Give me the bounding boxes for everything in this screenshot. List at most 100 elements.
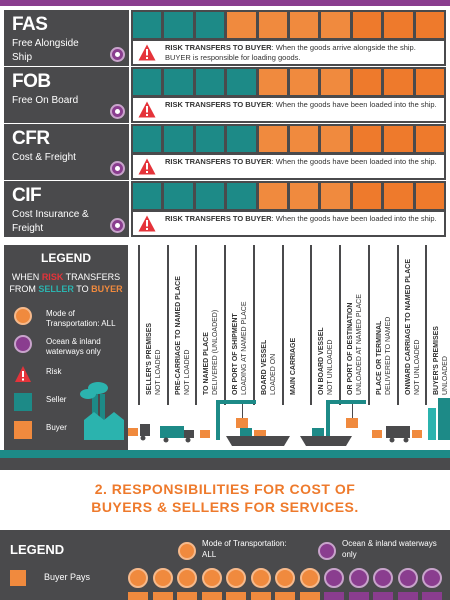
truck-coin-icon: [226, 568, 246, 588]
stage-column: OR PORT OF DESTINATION UNLOADED AT NAMED …: [335, 245, 363, 405]
legend-item-ocean: Ocean & inland waterways only: [14, 335, 124, 356]
legend-item-seller: Seller: [14, 393, 124, 413]
buyer-cell: [290, 12, 319, 38]
cost-term-bar: [373, 592, 393, 600]
warning-icon: [138, 215, 156, 232]
stage-labels: SELLER'S PREMISES NOT LOADED PRE-CARRIAGE …: [130, 245, 449, 450]
stage-divider: [138, 245, 140, 405]
seller-cell: [133, 69, 162, 95]
seller-cell: [164, 126, 193, 152]
ship-coin-icon: [398, 568, 418, 588]
stage-label: PRE-CARRIAGE TO NAMED PLACE NOT LOADED: [175, 276, 191, 395]
incoterm-label: CFR Cost & Freight: [4, 124, 129, 180]
stage-column: ONWARD CARRIAGE TO NAMED PLACE NOT UNLOAD…: [393, 245, 421, 405]
legend-subtitle: WHEN RISK TRANSFERS FROM SELLER TO BUYER: [9, 272, 123, 294]
ship-coin-icon: [373, 568, 393, 588]
stage-divider: [282, 245, 284, 405]
buyer-cell: [290, 126, 319, 152]
stage-divider: [310, 245, 312, 405]
seller-cell: [164, 12, 193, 38]
cost-term-coins: [128, 568, 450, 594]
cost-term-bar: [324, 592, 344, 600]
warning-icon: [138, 101, 156, 118]
buyer-cell: [227, 12, 256, 38]
cost-term-bar: [177, 592, 197, 600]
water-strip: [0, 458, 450, 470]
ship-icon: [226, 428, 290, 446]
incoterm-name: Cost & Freight: [12, 152, 76, 163]
seller-cell: [133, 183, 162, 209]
truck-icon: [160, 426, 210, 443]
cost-term-bar: [349, 592, 369, 600]
cost-term-bar: [251, 592, 271, 600]
stage-column: PLACE OR TERMINAL DELIVERED TO NAMED: [364, 245, 392, 405]
cost-term-bar: [128, 592, 148, 600]
port-scene-illustration: [80, 382, 450, 446]
incoterm-label: FAS Free Alongside Ship: [4, 10, 129, 66]
incoterm-name: Free Alongside Ship: [12, 38, 79, 63]
section-2-title: 2. RESPONSIBILITIES FOR COST OF BUYERS &…: [91, 481, 359, 515]
crane-icon-2: [326, 400, 366, 440]
legend-item-mode-all: Mode of Transportation: ALL: [14, 307, 124, 328]
truck-coin-icon: [128, 568, 148, 588]
buyer-cell: [321, 183, 350, 209]
factory-icon: [80, 382, 124, 440]
stage-label: MAIN CARRIAGE: [290, 337, 297, 395]
buyer-cell: [384, 69, 413, 95]
ship-icon-2: [300, 428, 352, 446]
incoterm-bar: RISK TRANSFERS TO BUYER: When the goods …: [131, 67, 446, 123]
stage-column: PRE-CARRIAGE TO NAMED PLACE NOT LOADED: [163, 245, 191, 405]
top-accent-bar: [0, 0, 450, 6]
seller-cell: [195, 69, 225, 95]
truck-icon-2: [372, 426, 422, 443]
seller-cell: [164, 69, 193, 95]
risk-description: RISK TRANSFERS TO BUYER: When the goods …: [165, 214, 437, 223]
incoterm-label: CIF Cost Insurance & Freight: [4, 181, 129, 237]
stage-divider: [224, 245, 226, 405]
buyer-cell: [352, 126, 382, 152]
incoterm-code: FAS: [12, 14, 48, 35]
risk-row: RISK TRANSFERS TO BUYER: When the goods …: [133, 212, 444, 235]
risk-description: RISK TRANSFERS TO BUYER: When the goods …: [165, 43, 416, 62]
truck-icon: [178, 542, 196, 560]
risk-row: RISK TRANSFERS TO BUYER: When the goods …: [133, 155, 444, 178]
incoterm-code: FOB: [12, 71, 51, 92]
truck-coin-icon: [275, 568, 295, 588]
buyer-cell: [384, 126, 413, 152]
cost-term-bar: [398, 592, 418, 600]
cost-term-bars: [128, 592, 450, 600]
cost-term-bar: [202, 592, 222, 600]
stage-label: TO NAMED PLACE DELIVERED (UNLOADED): [203, 309, 219, 395]
ship-icon: [110, 104, 125, 119]
legend-item-risk: Risk: [14, 365, 124, 385]
stage-divider: [339, 245, 341, 405]
stage-label: BUYER'S PREMISES UNLOADED: [433, 326, 449, 395]
buyer-cell: [321, 69, 350, 95]
seller-cell: [133, 12, 162, 38]
buyer-swatch: [14, 421, 32, 439]
buyer-cell: [352, 12, 382, 38]
stage-divider: [397, 245, 399, 405]
seller-cell: [227, 183, 256, 209]
risk-row: RISK TRANSFERS TO BUYER: When the goods …: [133, 98, 444, 121]
buyer-cell: [384, 12, 413, 38]
stage-column: TO NAMED PLACE DELIVERED (UNLOADED): [191, 245, 219, 405]
buyer-cell: [415, 12, 445, 38]
incoterm-name: Free On Board: [12, 95, 79, 106]
stage-label: OR PORT OF SHIPMENT LOADING AT NAMED PLAC…: [232, 301, 248, 396]
buyer-cell: [415, 183, 445, 209]
ship-icon: [318, 542, 336, 560]
buyer-cell: [258, 126, 288, 152]
responsibility-cells: [133, 12, 445, 38]
stage-divider: [368, 245, 370, 405]
responsibility-cells: [133, 183, 445, 209]
incoterm-row-fas: FAS Free Alongside Ship RISK TRANSFERS TO …: [4, 10, 446, 66]
responsibility-cells: [133, 126, 445, 152]
seller-cell: [195, 12, 225, 38]
incoterm-row-fob: FOB Free On Board RISK TRANSFERS TO BUYER:…: [4, 67, 446, 123]
incoterm-row-cif: CIF Cost Insurance & Freight RISK TRANSFER…: [4, 181, 446, 237]
seller-cell: [195, 126, 225, 152]
stage-label: PLACE OR TERMINAL DELIVERED TO NAMED: [376, 316, 392, 395]
buyer-cell: [258, 183, 288, 209]
stage-column: MAIN CARRIAGE: [278, 245, 302, 405]
